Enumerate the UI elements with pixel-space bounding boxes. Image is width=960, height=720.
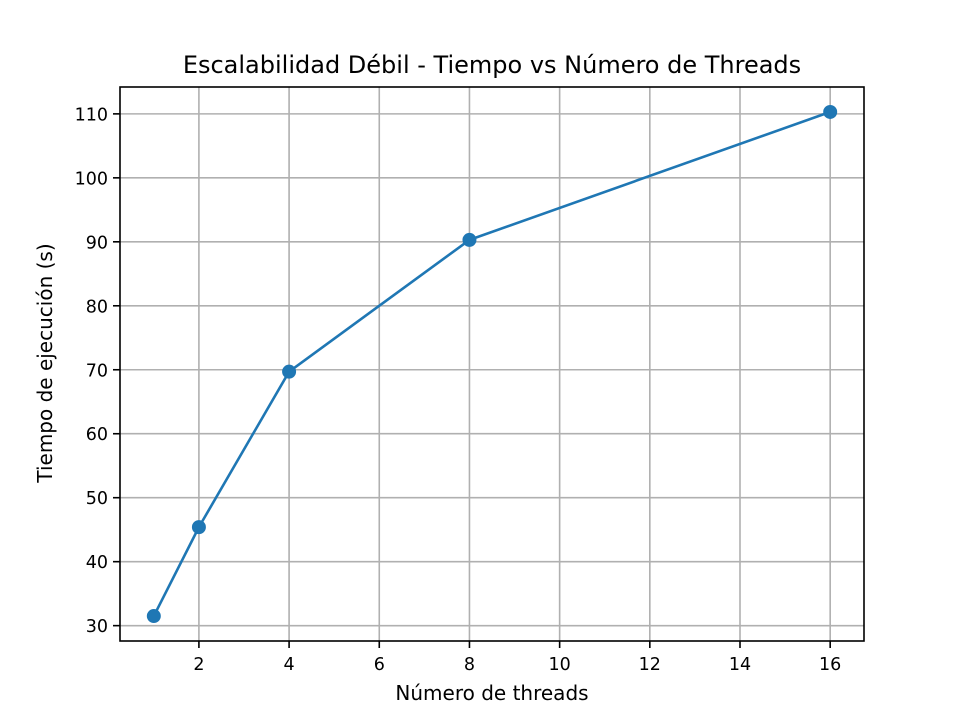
y-axis-label: Tiempo de ejecución (s)	[33, 243, 57, 483]
x-tick-label: 14	[729, 655, 751, 675]
grid	[120, 87, 864, 641]
y-tick-label: 40	[86, 553, 108, 573]
x-tick-label: 12	[639, 655, 661, 675]
data-point	[191, 520, 206, 535]
x-tick-label: 16	[819, 655, 841, 675]
x-tick-label: 2	[193, 655, 204, 675]
x-tick-label: 4	[284, 655, 295, 675]
x-tick-label: 10	[548, 655, 570, 675]
x-tick-label: 8	[464, 655, 475, 675]
x-tick-label: 6	[374, 655, 385, 675]
y-tick-label: 30	[86, 617, 108, 637]
data-point	[823, 104, 838, 119]
y-tick-label: 50	[86, 489, 108, 509]
y-tick-label: 110	[75, 105, 108, 125]
plot-frame	[119, 86, 865, 642]
y-tick-label: 90	[86, 233, 108, 253]
data-point	[146, 609, 161, 624]
y-tick-label: 80	[86, 297, 108, 317]
x-axis-label: Número de threads	[395, 681, 588, 705]
chart-title: Escalabilidad Débil - Tiempo vs Número d…	[183, 51, 801, 79]
data-point	[462, 232, 477, 247]
y-tick-label: 70	[86, 361, 108, 381]
y-tick-label: 60	[86, 425, 108, 445]
series-layer	[146, 104, 838, 624]
ticks: 2 4 6 8 10 12 14 16 30 40 50 60 70 80 90 100 110	[75, 105, 842, 675]
data-point	[282, 364, 297, 379]
y-tick-label: 100	[75, 169, 108, 189]
